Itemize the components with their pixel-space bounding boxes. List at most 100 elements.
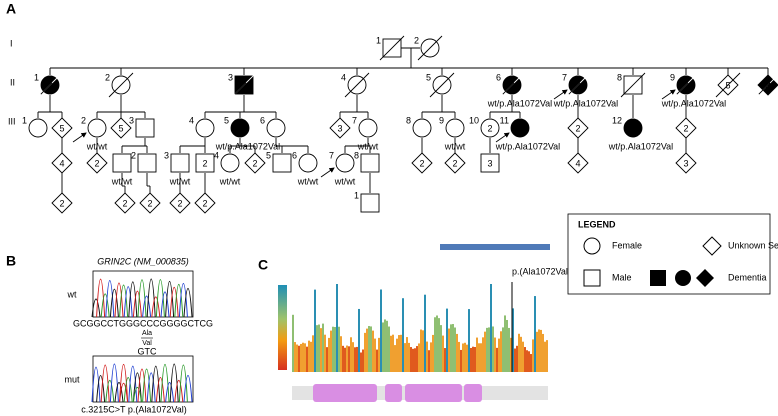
- individual-number: 2: [105, 72, 110, 82]
- individual-number: 4: [214, 150, 219, 160]
- individual-female: [230, 118, 250, 138]
- genotype: wt/p.Ala1072Val: [495, 141, 560, 151]
- legend-label: Unknown Sex: [728, 240, 778, 250]
- legend-label: Male: [612, 272, 632, 282]
- conservation-bar: [414, 348, 416, 372]
- individual-female: [412, 118, 432, 138]
- conservation-bar: [292, 314, 294, 372]
- legend-title: LEGEND: [578, 219, 616, 229]
- conservation-bar: [326, 347, 328, 372]
- individual-male: [195, 153, 215, 173]
- conservation-bar: [422, 330, 424, 372]
- trace-peak: [155, 279, 165, 318]
- individual-male: [137, 153, 157, 173]
- individual-number: 6: [260, 115, 265, 125]
- conservation-bar: [300, 343, 302, 372]
- conservation-bar: [394, 345, 396, 372]
- proband-arrow: [553, 89, 568, 100]
- individual-count: 4: [59, 158, 64, 168]
- conservation-bar: [432, 334, 434, 372]
- individual-female: [623, 118, 643, 138]
- individual-female: [298, 153, 318, 173]
- proband-arrow: [661, 89, 676, 100]
- conservation-bar: [514, 348, 516, 372]
- panel-label: B: [6, 253, 16, 269]
- conservation-bar: [490, 284, 492, 372]
- conservation-bar: [522, 341, 524, 372]
- legend-label: Female: [612, 240, 642, 250]
- genotype: wt/wt: [297, 176, 319, 186]
- trace-peak: [114, 381, 124, 403]
- conservation-bar: [314, 289, 316, 372]
- individual-number: 6: [292, 150, 297, 160]
- conservation-bar: [542, 333, 544, 372]
- conservation-bar: [328, 337, 330, 372]
- conservation-bar: [410, 347, 412, 372]
- individual-unknown: [51, 192, 73, 214]
- conservation-bar: [518, 333, 520, 372]
- conservation-bar: [392, 334, 394, 372]
- conservation-bar: [304, 343, 306, 372]
- trace-peak: [100, 293, 110, 318]
- conservation-bar: [438, 318, 440, 372]
- trace-peak: [137, 279, 147, 318]
- conservation-bar: [310, 341, 312, 372]
- individual-unknown: [675, 117, 697, 139]
- trace-peak: [155, 377, 165, 403]
- conservation-bar: [296, 344, 298, 372]
- conservation-bar: [308, 340, 310, 372]
- individual-number: 1: [34, 72, 39, 82]
- individual-male: [135, 118, 155, 138]
- individual-number: 9: [670, 72, 675, 82]
- conservation-bar: [464, 342, 466, 372]
- trace-peak: [105, 379, 115, 403]
- conservation-bar: [472, 346, 474, 372]
- gene-name: GRIN2C (NM_000835): [97, 256, 189, 266]
- conservation-bar: [408, 342, 410, 372]
- conservation-bar: [336, 284, 338, 372]
- conservation-bar: [400, 334, 402, 372]
- trace-peak: [91, 366, 101, 403]
- individual-number: 7: [352, 115, 357, 125]
- individual-unknown: [110, 117, 132, 139]
- individual-unknown: [567, 117, 589, 139]
- pedigree-line: [429, 72, 455, 98]
- conservation-bar: [454, 327, 456, 372]
- individual-male: [112, 153, 132, 173]
- individual-male: [360, 153, 380, 173]
- conservation-bar: [376, 349, 378, 372]
- pedigree-line: [37, 72, 63, 98]
- trace-peak: [96, 375, 106, 403]
- proband-arrow: [72, 132, 87, 143]
- conservation-bar: [338, 326, 340, 372]
- pedigree-line: [417, 35, 443, 61]
- individual-female: [445, 118, 465, 138]
- conservation-bar: [348, 346, 350, 372]
- chromatograms: [91, 278, 193, 403]
- generation-label: III: [8, 116, 16, 126]
- conservation-bar: [302, 342, 304, 372]
- conservation-bar: [424, 294, 426, 372]
- genotype: wt/wt: [444, 141, 466, 151]
- conservation-bar: [380, 289, 382, 372]
- genotype: wt/p.Ala1072Val: [553, 98, 618, 108]
- conservation-bar: [404, 343, 406, 372]
- conservation-bar: [532, 339, 534, 372]
- individual-number: 1: [376, 35, 381, 45]
- individual-count: 3: [765, 80, 770, 90]
- conservation-bar: [358, 308, 360, 372]
- conservation-bar: [458, 341, 460, 372]
- pedigree-line: [499, 72, 525, 98]
- trace-peak: [178, 364, 188, 403]
- conservation-bar: [428, 350, 430, 372]
- individual-male: [480, 153, 500, 173]
- conservation-bar: [334, 327, 336, 372]
- individual-count: 3: [487, 158, 492, 168]
- trace-peak: [119, 382, 129, 403]
- conservation-bar: [330, 330, 332, 372]
- legend-symbol: [583, 237, 601, 255]
- individual-count: 2: [419, 158, 424, 168]
- individual-count: 5: [118, 123, 123, 133]
- conservation-bar: [412, 348, 414, 372]
